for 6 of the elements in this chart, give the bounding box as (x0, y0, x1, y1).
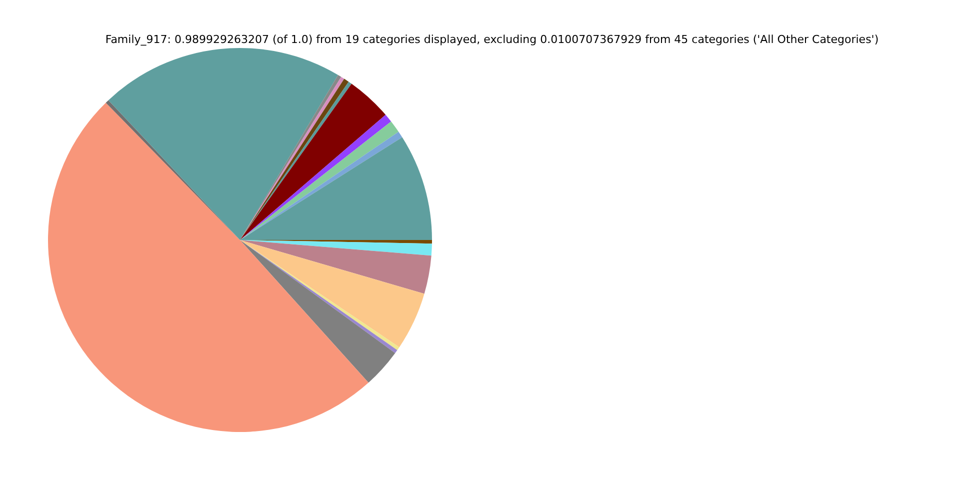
pie-slice (48, 102, 368, 432)
text: Family_917: 0.989929263207 (of 1.0) from 19 categories displayed, excluding 0.0100707367929 from 45 categories ('All Other Categories') (105, 33, 879, 46)
pie-slice (240, 240, 432, 294)
pie-slice (240, 240, 424, 348)
pie-slice (240, 240, 432, 256)
pie-slice (240, 84, 386, 240)
